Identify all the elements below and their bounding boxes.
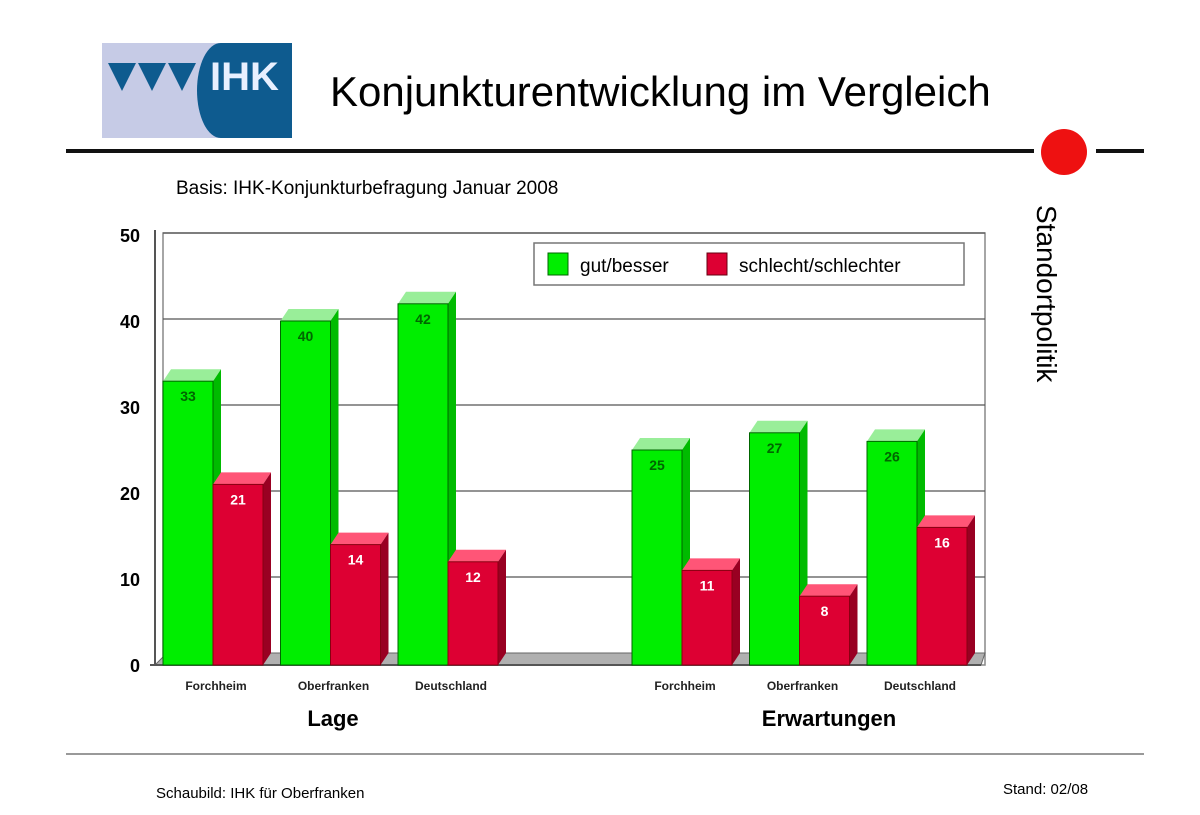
plot-floor: [153, 652, 986, 666]
y-tick-label: 40: [120, 312, 140, 332]
page-title: Konjunkturentwicklung im Vergleich: [330, 68, 991, 115]
source-note: Schaubild: IHK für Oberfranken: [156, 785, 365, 802]
bar-top: [213, 472, 271, 485]
red-dot-marker: [1041, 129, 1087, 175]
y-tick-label: 50: [120, 226, 140, 246]
bar-side: [498, 549, 506, 665]
bar-schlecht/schlechter: [916, 526, 968, 666]
bar-top: [682, 558, 740, 571]
bar-side: [967, 515, 975, 665]
data-label: 8: [821, 603, 829, 619]
bar-top: [632, 438, 690, 450]
bar-top: [867, 429, 925, 442]
y-tick-label: 20: [120, 484, 140, 504]
bar-gut/besser: [280, 320, 331, 666]
legend-swatch: [706, 252, 728, 276]
bar-gut/besser: [749, 432, 800, 666]
bar-top: [749, 420, 808, 433]
bar-gut/besser: [866, 440, 918, 666]
side-label: Standortpolitik: [1031, 205, 1062, 383]
bar-top: [398, 291, 456, 304]
logo-triangles: [108, 63, 196, 91]
legend-label: schlecht/schlechter: [739, 256, 901, 277]
x-category-label: Oberfranken: [298, 679, 369, 693]
bar-top: [330, 532, 389, 545]
data-label: 26: [884, 448, 900, 464]
data-label: 40: [298, 328, 314, 344]
legend-swatch: [547, 252, 569, 276]
ihk-logo: IHK: [102, 43, 292, 138]
group-label: Lage: [307, 706, 358, 731]
data-label: 33: [180, 388, 196, 404]
logo-text: IHK: [210, 55, 279, 99]
bar-side: [732, 558, 740, 665]
legend: [533, 242, 965, 286]
y-tick-label: 0: [130, 656, 140, 676]
x-category-label: Forchheim: [654, 679, 715, 693]
bar-schlecht/schlechter: [212, 483, 264, 666]
bar-side: [263, 472, 271, 665]
data-label: 25: [649, 457, 665, 473]
bar-schlecht/schlechter: [447, 561, 499, 666]
bar-gut/besser: [631, 449, 683, 666]
data-label: 21: [230, 491, 246, 507]
bar-side: [849, 584, 858, 665]
bar-side: [380, 532, 389, 665]
data-label: 11: [700, 577, 715, 593]
bar-schlecht/schlechter: [330, 544, 381, 666]
divider: [1096, 149, 1144, 153]
bar-gut/besser: [397, 303, 449, 666]
bar-top: [280, 309, 339, 321]
bar-schlecht/schlechter: [799, 595, 850, 666]
data-label: 14: [348, 552, 364, 568]
bar-schlecht/schlechter: [681, 569, 733, 666]
y-tick-label: 10: [120, 570, 140, 590]
data-label: 16: [934, 534, 950, 550]
divider: [66, 753, 1144, 755]
y-tick-label: 30: [120, 398, 140, 418]
legend-label: gut/besser: [580, 256, 669, 277]
x-category-label: Deutschland: [884, 679, 956, 693]
data-label: 27: [767, 440, 783, 456]
bar-top: [799, 584, 858, 597]
data-label: 12: [465, 569, 481, 585]
stand-date: Stand: 02/08: [1003, 781, 1089, 798]
x-category-label: Deutschland: [415, 679, 487, 693]
bar-top: [448, 549, 506, 562]
divider: [66, 149, 1034, 153]
data-label: 42: [415, 311, 431, 327]
bar-top: [163, 369, 221, 382]
group-label: Erwartungen: [762, 706, 896, 731]
bar-top: [917, 515, 975, 528]
bar-gut/besser: [162, 380, 214, 666]
chart-subtitle: Basis: IHK-Konjunkturbefragung Januar 20…: [176, 178, 559, 199]
x-category-label: Oberfranken: [767, 679, 838, 693]
x-category-label: Forchheim: [185, 679, 246, 693]
